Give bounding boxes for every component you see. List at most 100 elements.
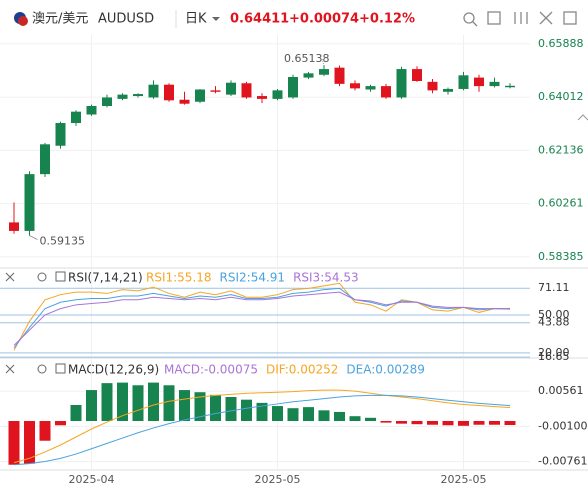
candle-body [303, 73, 314, 78]
candle-body [9, 222, 19, 231]
indicator-line [13, 291, 511, 346]
macd-bar [101, 383, 113, 421]
y-tick-label: 0.64012 [538, 90, 584, 103]
macd-bar [256, 402, 268, 421]
macd-bar [396, 421, 407, 424]
macd-bar [194, 392, 206, 421]
candle-body [427, 81, 438, 91]
low-annotation: 0.59135 [40, 235, 86, 248]
macd-bar [148, 382, 159, 421]
toolbar[interactable] [463, 11, 577, 27]
close-icon[interactable] [5, 364, 15, 374]
y-tick-label: 0.62136 [538, 143, 584, 156]
macd-bar [8, 421, 20, 465]
y-tick-label: 50.00 [538, 308, 570, 321]
macd-title: MACD(12,26,9) [68, 363, 159, 377]
candle-body [319, 69, 329, 75]
legend-entry: DIF:0.00252 [266, 363, 338, 377]
macd-bar [179, 390, 190, 421]
expand-icon[interactable] [55, 363, 66, 374]
macd-bar [442, 421, 454, 426]
macd-bar [225, 397, 237, 421]
candle-body [241, 83, 252, 98]
macd-bar [427, 421, 438, 425]
candle-body [71, 111, 81, 124]
macd-bar [318, 410, 330, 421]
legend-entry: RSI2:54.91 [220, 271, 286, 285]
indicator-line [13, 389, 511, 464]
macd-bar [210, 394, 221, 421]
indicator-icon[interactable] [514, 12, 528, 24]
collapse-arrow[interactable] [577, 114, 588, 121]
candle-body [334, 67, 345, 84]
macd-bar [241, 399, 252, 421]
candle-body [381, 86, 391, 98]
macd-bar [504, 421, 516, 425]
settings-icon[interactable] [37, 272, 47, 282]
period-select[interactable]: 日K [185, 12, 207, 27]
macd-bar [24, 421, 35, 464]
candle-body [272, 90, 283, 99]
indicator-line [13, 394, 511, 466]
candle-body [24, 174, 35, 231]
draw-icon[interactable] [487, 11, 501, 25]
y-tick-label: 43.88 [538, 316, 570, 329]
candle-body [365, 86, 376, 90]
macd-header: MACD(12,26,9) [5, 363, 159, 377]
indicator-line [13, 282, 511, 351]
candle-body [396, 69, 407, 98]
macd-bar [132, 385, 144, 421]
pair-name: 澳元/美元 [32, 11, 88, 27]
candle-body [133, 94, 143, 97]
price: 0.64411 [230, 12, 289, 27]
macd-bar [163, 385, 175, 421]
y-tick-label: 0.58385 [538, 250, 584, 263]
candle-body [148, 84, 159, 98]
candle-body [86, 105, 97, 115]
candle-body [458, 75, 469, 89]
x-tick-label: 2025-04 [69, 473, 115, 486]
candle-body [443, 88, 453, 92]
macd-bar [303, 407, 314, 421]
expand-icon[interactable] [55, 271, 66, 282]
candle-body [226, 82, 236, 95]
macd-bar [365, 417, 376, 421]
y-tick-label: -0.00100 [538, 419, 587, 432]
macd-bar [39, 421, 51, 441]
settings-icon[interactable] [37, 364, 47, 374]
candle-body [55, 123, 66, 146]
y-tick-label: -0.00761 [538, 455, 587, 468]
symbol: AUDUSD [98, 12, 154, 27]
candle-body [117, 94, 128, 99]
macd-bar [473, 421, 485, 425]
search-icon[interactable] [463, 12, 475, 24]
indicator-line [13, 287, 511, 349]
dropdown-arrow[interactable] [212, 17, 220, 21]
y-tick-label: 71.11 [538, 281, 570, 294]
macd-bar [55, 421, 66, 426]
rsi-title: RSI(7,14,21) [68, 271, 143, 285]
macd-bar [287, 408, 299, 421]
macd-bar [349, 416, 361, 421]
y-tick-label: 0.65888 [538, 37, 584, 50]
candle-body [505, 85, 515, 88]
macd-bar [334, 411, 345, 421]
candle-body [179, 99, 190, 104]
candle-body [257, 96, 267, 99]
macd-bar [70, 405, 82, 421]
macd-bar [380, 421, 392, 423]
candle-body [489, 81, 500, 87]
candle-body [210, 90, 221, 92]
candle-body [195, 89, 205, 102]
settings-icon[interactable] [563, 11, 577, 25]
change-pct: +0.12% [359, 12, 415, 27]
fullscreen-icon[interactable] [539, 11, 553, 25]
close-icon[interactable] [5, 272, 15, 282]
macd-bar [411, 421, 423, 425]
flag-icon [14, 12, 28, 26]
legend-entry: RSI3:54.53 [293, 271, 359, 285]
x-tick-label: 2025-05 [255, 473, 301, 486]
y-tick-label: 0.60261 [538, 197, 584, 210]
macd-bar [458, 421, 469, 426]
